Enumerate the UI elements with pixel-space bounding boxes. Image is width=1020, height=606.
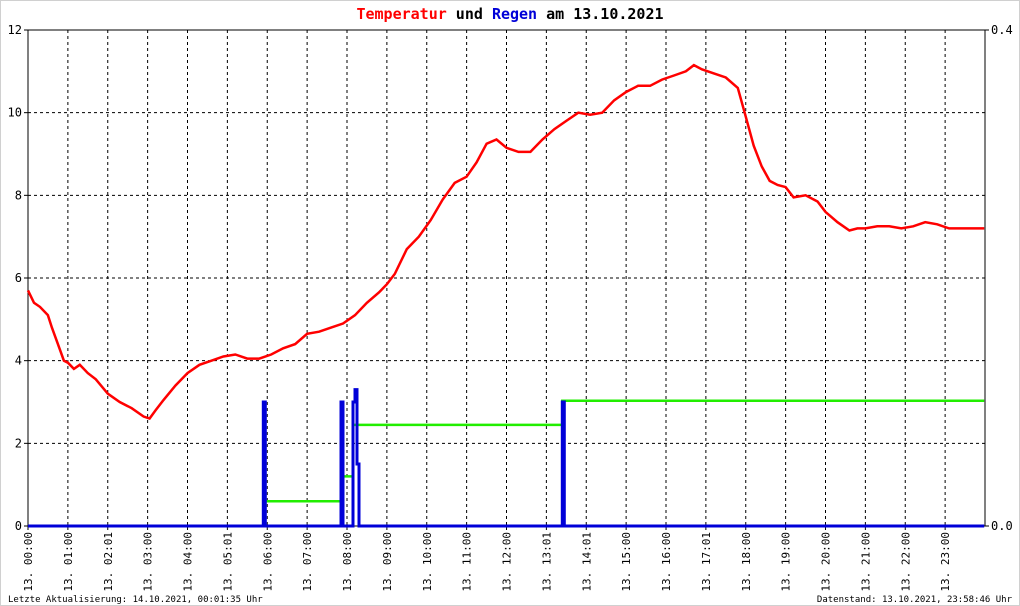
x-tick-label: 13. 07:00	[301, 532, 314, 592]
x-tick-label: 13. 19:00	[780, 532, 793, 592]
x-tick-label: 13. 23:00	[939, 532, 952, 592]
x-tick-label: 13. 09:00	[381, 532, 394, 592]
x-tick-label: 13. 13:01	[540, 532, 553, 592]
series	[26, 63, 985, 528]
x-tick-label: 13. 08:00	[341, 532, 354, 592]
y-tick-label-left: 12	[8, 23, 22, 37]
title-date: am 13.10.2021	[537, 5, 663, 23]
chart-title: Temperatur und Regen am 13.10.2021	[356, 5, 663, 23]
x-tick-label: 13. 12:00	[501, 532, 514, 592]
x-tick-label: 13. 17:01	[700, 532, 713, 592]
y-tick-label-left: 10	[8, 106, 22, 120]
y-tick-label-left: 6	[15, 271, 22, 285]
x-tick-label: 13. 10:00	[421, 532, 434, 592]
x-tick-label: 13. 01:00	[62, 532, 75, 592]
y-tick-label-left: 0	[15, 519, 22, 533]
y-tick-label-left: 4	[15, 354, 22, 368]
x-tick-label: 13. 21:00	[859, 532, 872, 592]
x-tick-label: 13. 00:00	[22, 532, 35, 592]
title-temperature: Temperatur	[356, 5, 446, 23]
x-tick-label: 13. 16:00	[660, 532, 673, 592]
x-tick-label: 13. 02:01	[102, 532, 115, 592]
title-und: und	[447, 5, 492, 23]
temperature-line	[26, 63, 985, 420]
x-tick-label: 13. 04:00	[182, 532, 195, 592]
x-tick-label: 13. 22:00	[899, 532, 912, 592]
y-tick-label-left: 2	[15, 436, 22, 450]
footer-right: Datenstand: 13.10.2021, 23:58:46 Uhr	[817, 595, 1013, 605]
rain-line	[28, 388, 985, 528]
x-tick-label: 13. 20:00	[820, 532, 833, 592]
x-tick-label: 13. 18:00	[740, 532, 753, 592]
title-rain: Regen	[492, 5, 537, 23]
x-tick-label: 13. 11:00	[461, 532, 474, 592]
y-tick-label-right: 0.0	[991, 519, 1013, 533]
x-tick-label: 13. 15:00	[620, 532, 633, 592]
y-tick-label-right: 0.4	[991, 23, 1013, 37]
x-tick-label: 13. 03:00	[142, 532, 155, 592]
x-tick-label: 13. 06:00	[261, 532, 274, 592]
tick-labels: 0 2 4 6 8 10 12 0.0 0.4 13. 00:00 13. 01:00 13. 02:…	[8, 23, 1013, 592]
grid	[28, 30, 985, 526]
x-tick-label: 13. 05:01	[221, 532, 234, 592]
y-tick-label-left: 8	[15, 188, 22, 202]
x-tick-label: 13. 14:01	[580, 532, 593, 592]
footer-left: Letzte Aktualisierung: 14.10.2021, 00:01…	[8, 595, 263, 605]
